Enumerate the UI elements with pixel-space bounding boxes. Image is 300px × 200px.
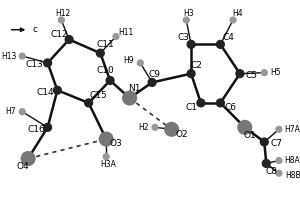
Text: H12: H12 [56, 9, 71, 18]
Circle shape [230, 17, 236, 23]
Text: O4: O4 [17, 162, 29, 171]
Text: C2: C2 [190, 61, 202, 70]
Circle shape [99, 132, 113, 146]
Circle shape [137, 60, 143, 66]
Circle shape [58, 17, 64, 23]
Circle shape [276, 126, 282, 132]
Circle shape [21, 152, 35, 165]
Circle shape [217, 40, 224, 48]
Text: H13: H13 [1, 52, 16, 61]
Circle shape [65, 36, 73, 43]
Text: C9: C9 [149, 70, 161, 79]
Text: C1: C1 [185, 103, 197, 112]
Circle shape [276, 170, 282, 176]
Circle shape [85, 99, 92, 107]
Circle shape [44, 123, 52, 131]
Circle shape [262, 160, 270, 167]
Text: C8: C8 [265, 167, 277, 176]
Text: H2: H2 [138, 123, 148, 132]
Circle shape [19, 109, 25, 115]
Circle shape [152, 124, 158, 130]
Circle shape [123, 91, 136, 105]
Text: O1: O1 [243, 131, 256, 140]
Text: C4: C4 [222, 33, 234, 42]
Text: O3: O3 [110, 139, 122, 148]
Circle shape [260, 138, 268, 146]
Circle shape [276, 158, 282, 163]
Text: C16: C16 [27, 125, 45, 134]
Circle shape [165, 122, 178, 136]
Text: C10: C10 [96, 66, 114, 75]
Text: c: c [32, 25, 37, 34]
Text: C7: C7 [270, 139, 282, 148]
Circle shape [187, 40, 195, 48]
Circle shape [19, 53, 25, 59]
Text: C12: C12 [50, 30, 68, 39]
Text: C5: C5 [246, 71, 258, 80]
Circle shape [53, 86, 61, 94]
Text: C6: C6 [224, 103, 236, 112]
Circle shape [187, 70, 195, 78]
Text: C15: C15 [89, 91, 107, 100]
Text: C14: C14 [37, 88, 55, 97]
Text: H3: H3 [183, 9, 194, 18]
Text: H9: H9 [123, 56, 134, 65]
Text: C11: C11 [96, 40, 114, 49]
Text: H7A: H7A [285, 125, 300, 134]
Text: H5: H5 [271, 68, 281, 77]
Circle shape [183, 17, 189, 23]
Circle shape [44, 59, 52, 67]
Circle shape [148, 79, 156, 86]
Text: O2: O2 [175, 130, 188, 139]
Circle shape [106, 77, 114, 84]
Circle shape [238, 120, 252, 134]
Text: N1: N1 [128, 84, 141, 93]
Circle shape [103, 154, 109, 160]
Circle shape [96, 49, 104, 57]
Circle shape [217, 99, 224, 107]
Text: H11: H11 [118, 28, 133, 37]
Circle shape [261, 70, 267, 76]
Circle shape [197, 99, 205, 107]
Text: H8B: H8B [285, 171, 300, 180]
Circle shape [113, 34, 119, 39]
Text: C13: C13 [25, 60, 43, 69]
Text: H3A: H3A [100, 160, 116, 169]
Text: H8A: H8A [285, 156, 300, 165]
Circle shape [236, 70, 244, 78]
Text: C3: C3 [177, 33, 189, 42]
Text: H7: H7 [5, 107, 16, 116]
Text: H4: H4 [232, 9, 243, 18]
